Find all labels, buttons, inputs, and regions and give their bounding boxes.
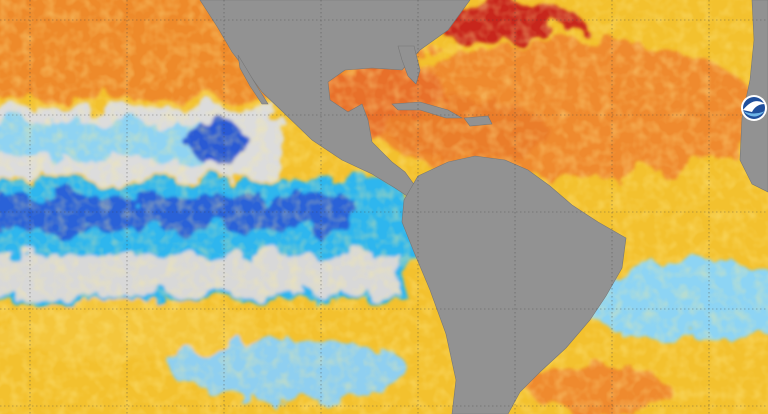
south-america [401,155,627,414]
land [199,0,768,414]
logo-wave [743,111,765,117]
logo-bird [743,101,765,112]
noaa-logo [741,95,767,121]
hispaniola [463,115,493,127]
baja-california [237,54,269,105]
florida [397,45,421,85]
cuba [391,101,464,119]
